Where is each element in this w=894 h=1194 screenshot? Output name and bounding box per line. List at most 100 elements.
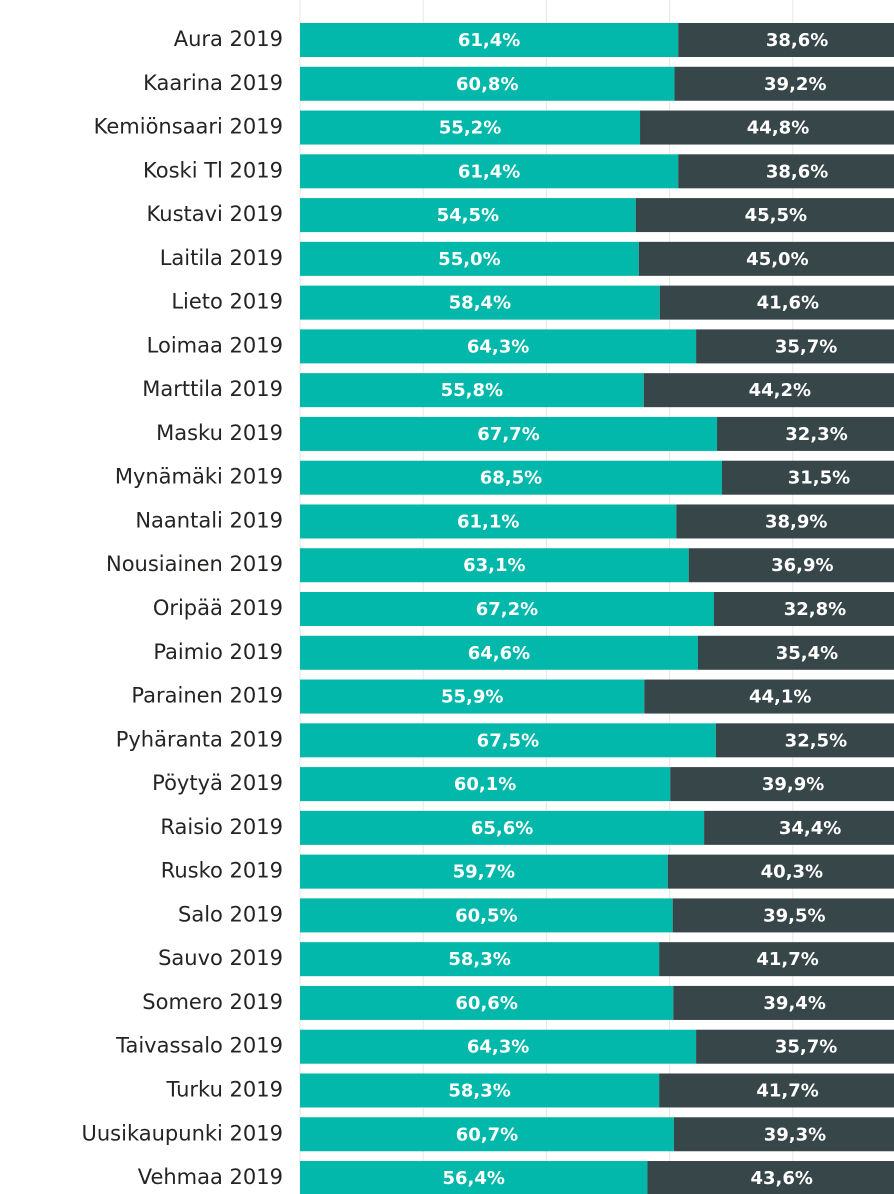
value-label: 60,1% bbox=[454, 774, 516, 795]
bar-segment bbox=[300, 504, 677, 539]
category-label: Lieto 2019 bbox=[171, 290, 283, 314]
value-label: 39,9% bbox=[762, 774, 824, 795]
bar-segment bbox=[300, 1073, 660, 1108]
bar-segment bbox=[696, 1029, 894, 1064]
value-label: 55,2% bbox=[439, 118, 501, 139]
category-label: Pöytyä 2019 bbox=[152, 771, 283, 795]
value-label: 41,7% bbox=[756, 1080, 818, 1101]
category-label: Nousiainen 2019 bbox=[106, 552, 283, 576]
category-label: Taivassalo 2019 bbox=[115, 1034, 283, 1058]
value-label: 58,3% bbox=[448, 949, 510, 970]
value-label: 43,6% bbox=[750, 1168, 812, 1189]
category-label: Kaarina 2019 bbox=[143, 71, 283, 95]
bar-segment bbox=[300, 635, 698, 670]
bar-segment bbox=[673, 985, 894, 1020]
bar-segment bbox=[678, 154, 894, 189]
bar-segment bbox=[300, 416, 718, 451]
bar-segment bbox=[644, 679, 894, 714]
value-label: 58,4% bbox=[449, 293, 511, 314]
bar-segment bbox=[696, 329, 894, 364]
value-label: 38,6% bbox=[766, 161, 828, 182]
bar-segment bbox=[300, 460, 722, 495]
bar-segment bbox=[659, 942, 894, 977]
bar-segment bbox=[697, 635, 894, 670]
bar-segment bbox=[300, 592, 714, 627]
bar-segment bbox=[672, 898, 894, 933]
bar-segment bbox=[300, 198, 636, 233]
bar-segment bbox=[721, 460, 894, 495]
bar-segment bbox=[300, 985, 674, 1020]
value-label: 64,3% bbox=[467, 336, 529, 357]
value-label: 38,9% bbox=[765, 511, 827, 532]
bar-segment bbox=[659, 1073, 894, 1108]
bar-segment bbox=[643, 373, 894, 408]
bar-segment bbox=[673, 1117, 894, 1152]
value-label: 63,1% bbox=[463, 555, 525, 576]
category-label: Rusko 2019 bbox=[161, 859, 283, 883]
bar-segment bbox=[300, 1161, 648, 1194]
bar-segment bbox=[300, 767, 671, 802]
category-label: Paimio 2019 bbox=[153, 640, 283, 664]
category-label: Pyhäranta 2019 bbox=[116, 727, 283, 751]
category-label: Raisio 2019 bbox=[160, 815, 283, 839]
bar-segment bbox=[715, 723, 894, 758]
value-label: 67,5% bbox=[477, 730, 539, 751]
category-label: Turku 2019 bbox=[165, 1077, 283, 1101]
bar-segment bbox=[300, 154, 679, 189]
value-label: 39,4% bbox=[763, 993, 825, 1014]
category-label: Naantali 2019 bbox=[135, 508, 283, 532]
value-label: 56,4% bbox=[442, 1168, 504, 1189]
category-label: Kustavi 2019 bbox=[147, 202, 283, 226]
value-label: 67,7% bbox=[477, 424, 539, 445]
value-label: 60,7% bbox=[456, 1124, 518, 1145]
bar-segment bbox=[667, 854, 894, 889]
category-label: Oripää 2019 bbox=[153, 596, 283, 620]
value-label: 35,7% bbox=[775, 1037, 837, 1058]
bar-segment bbox=[300, 1117, 674, 1152]
category-label: Koski Tl 2019 bbox=[143, 158, 283, 182]
bar-segment bbox=[300, 679, 645, 714]
bar-segment bbox=[300, 1029, 697, 1064]
value-label: 64,6% bbox=[468, 643, 530, 664]
bar-segment bbox=[670, 767, 894, 802]
value-label: 60,5% bbox=[455, 905, 517, 926]
value-label: 38,6% bbox=[766, 30, 828, 51]
category-label: Kemiönsaari 2019 bbox=[94, 115, 283, 139]
value-label: 60,6% bbox=[455, 993, 517, 1014]
value-label: 35,7% bbox=[775, 336, 837, 357]
value-label: 55,9% bbox=[441, 687, 503, 708]
bar-segment bbox=[704, 810, 894, 845]
bar-segment bbox=[678, 23, 894, 57]
bar-segment bbox=[300, 810, 705, 845]
value-label: 32,8% bbox=[784, 599, 846, 620]
value-label: 39,2% bbox=[764, 74, 826, 95]
value-label: 65,6% bbox=[471, 818, 533, 839]
bar-segment bbox=[300, 23, 679, 57]
value-label: 32,3% bbox=[785, 424, 847, 445]
bar-segment bbox=[638, 241, 894, 276]
value-label: 44,2% bbox=[749, 380, 811, 401]
value-label: 31,5% bbox=[788, 468, 850, 489]
bar-segment bbox=[676, 504, 894, 539]
bar-segment bbox=[635, 198, 894, 233]
value-label: 40,3% bbox=[761, 862, 823, 883]
bar-segment bbox=[647, 1161, 894, 1194]
category-label: Laitila 2019 bbox=[160, 246, 283, 270]
value-label: 44,8% bbox=[747, 118, 809, 139]
bar-segment bbox=[300, 110, 641, 145]
category-label: Loimaa 2019 bbox=[147, 333, 283, 357]
bar-segment bbox=[300, 942, 660, 977]
value-label: 58,3% bbox=[448, 1080, 510, 1101]
value-label: 61,4% bbox=[458, 161, 520, 182]
value-label: 55,0% bbox=[438, 249, 500, 270]
value-label: 61,1% bbox=[457, 511, 519, 532]
category-label: Marttila 2019 bbox=[142, 377, 283, 401]
value-label: 35,4% bbox=[776, 643, 838, 664]
category-label: Somero 2019 bbox=[142, 990, 283, 1014]
bar-segment bbox=[300, 66, 675, 101]
category-label: Vehmaa 2019 bbox=[138, 1165, 283, 1189]
bar-segment bbox=[640, 110, 894, 145]
value-label: 64,3% bbox=[467, 1037, 529, 1058]
value-label: 34,4% bbox=[779, 818, 841, 839]
value-label: 60,8% bbox=[456, 74, 518, 95]
